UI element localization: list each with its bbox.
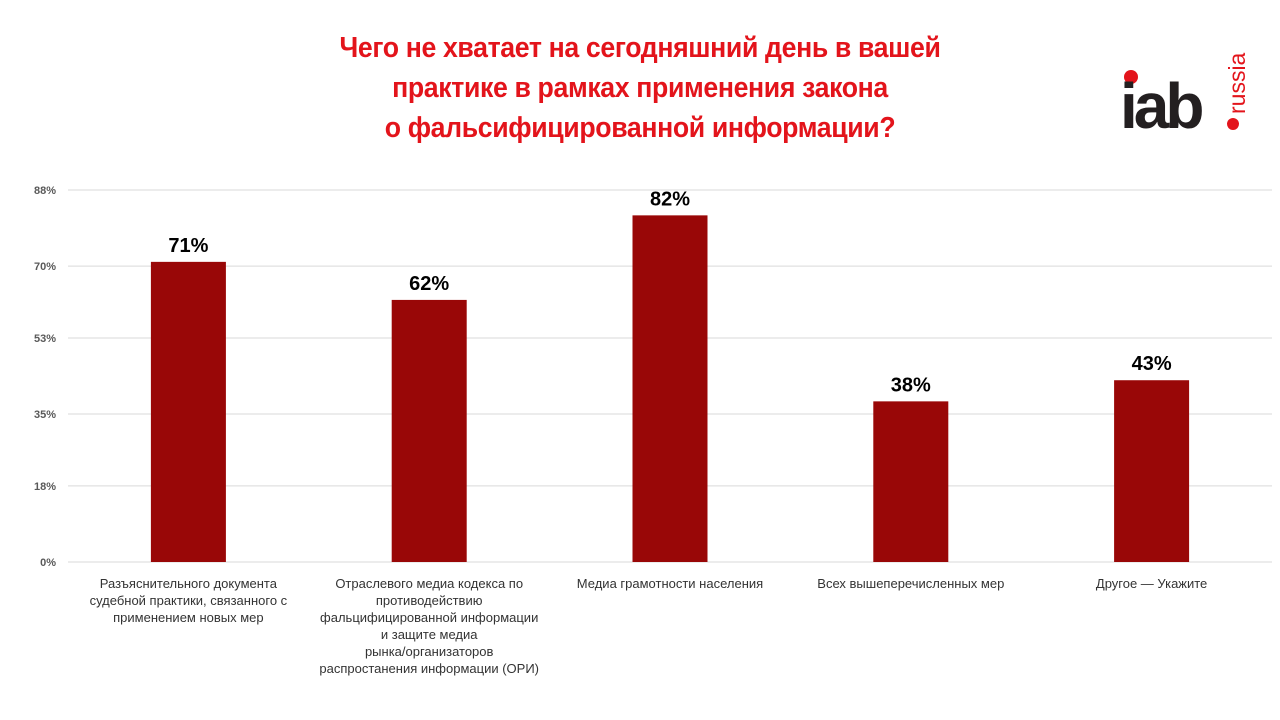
bar [873,401,949,562]
x-tick-label-line: Отраслевого медиа кодекса по [335,576,524,591]
x-tick-label-line: фальцифицированной информации [320,610,539,625]
x-tick-label: Разъяснительного документа судебной практ… [68,575,308,626]
data-label: 71% [168,235,208,257]
bars [150,215,1190,562]
data-label: 82% [650,188,690,210]
x-tick-label-line: Другое — Укажите [1095,576,1208,591]
bar [1114,380,1190,562]
bar-chart: 0% 18% 35% 53% 70% 88% 71% 62% 82% 38% 43% [34,185,1272,569]
data-label: 38% [891,374,931,396]
x-tick-label-line: Разъяснительного документа [99,576,277,591]
data-label: 43% [1132,353,1172,375]
data-label: 62% [409,273,449,295]
chart-title-line: практике в рамках применения закона [392,72,888,104]
chart-title-line: Чего не хватает на сегодняшний день в ва… [339,32,941,64]
x-tick-label-line: Всех вышеперечисленных мер [817,576,1005,591]
chart-title-line: о фальсифицированной информации? [384,112,896,144]
logo-accent-dot [1227,118,1239,130]
y-tick-label: 53% [34,333,56,345]
logo-sub-text: russia [1224,52,1250,114]
x-tick-label: Отраслевого медиа кодекса по противодейст… [309,575,549,677]
chart-title: Чего не хватает на сегодняшний день в ва… [272,28,1008,148]
data-labels: 71% 62% 82% 38% 43% [168,188,1171,396]
bar [632,215,708,562]
x-tick-label-line: применением новых мер [113,610,264,625]
y-axis: 0% 18% 35% 53% 70% 88% [34,185,56,569]
y-tick-label: 70% [34,261,56,273]
x-tick-label-line: рынка/организаторов [364,644,494,659]
y-tick-label: 18% [34,481,56,493]
iab-russia-logo: iab russia [1120,52,1250,140]
x-tick-label: Другое — Укажите [1032,575,1272,592]
x-tick-label: Всех вышеперечисленных мер [791,575,1031,592]
bar [391,299,467,562]
x-tick-label-line: распростанения информации (ОРИ) [319,661,539,676]
y-tick-label: 35% [34,409,56,421]
bar [150,261,226,562]
x-tick-label-line: Медиа грамотности населения [576,576,764,591]
y-tick-label: 88% [34,185,56,197]
y-tick-label: 0% [40,557,56,569]
x-tick-label-line: и защите медиа [380,627,478,642]
logo-i-dot [1124,70,1138,84]
logo-main-text: iab [1120,70,1202,140]
x-tick-label-line: противодействию [375,593,483,608]
x-tick-label: Медиа грамотности населения [550,575,790,592]
x-tick-label-line: судебной практики, связанного с [89,593,288,608]
